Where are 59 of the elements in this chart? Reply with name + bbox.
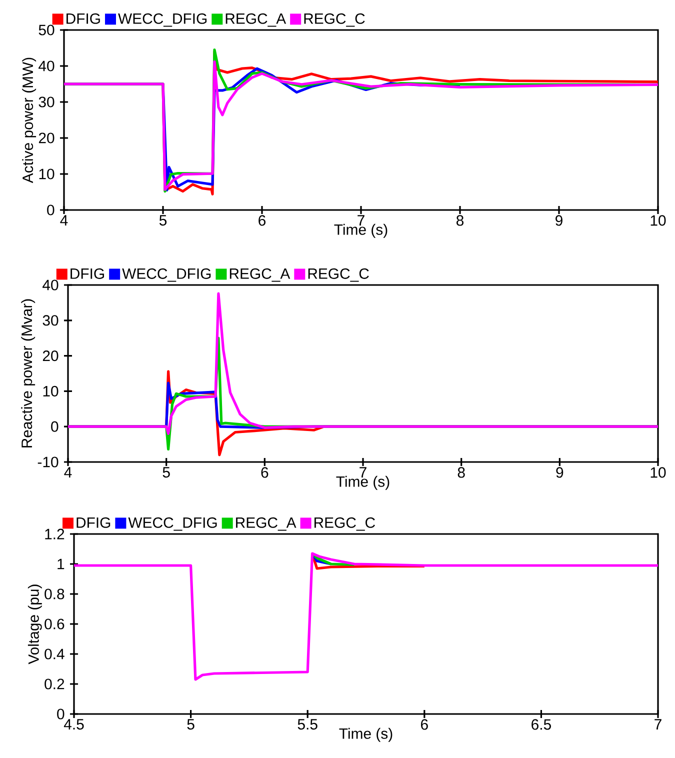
y-tick-label: 40 [42, 280, 58, 290]
x-tick-label: 7 [654, 719, 662, 730]
x-tick-label: 4 [64, 467, 72, 478]
y-tick-label: 40 [38, 60, 54, 72]
x-tick-label: 10 [650, 467, 666, 478]
y-tick-label: -10 [38, 456, 58, 468]
legend-label: REGC_A [236, 517, 296, 531]
y-tick-label: 0 [51, 421, 58, 432]
x-tick-label: 4 [60, 215, 68, 226]
y-tick-label: 50 [38, 24, 54, 36]
line-series [74, 552, 658, 681]
x-tick-label: 8 [456, 215, 464, 226]
y-tick-label: 10 [39, 168, 54, 180]
legend-label: REGC_C [314, 517, 375, 531]
legend-label: WECC_DFIG [122, 268, 211, 282]
x-axis-title: Time (s) [339, 728, 392, 742]
legend-label: DFIG [66, 13, 100, 24]
x-axis-title: Time (s) [334, 224, 388, 238]
x-tick-label: 5 [162, 467, 170, 478]
y-axis-title: Reactive power (Mvar) [21, 299, 36, 448]
x-tick-label: 9 [556, 467, 564, 478]
x-tick-label: 10 [650, 215, 666, 226]
legend-label: WECC_DFIG [128, 517, 217, 531]
legend-label: REGC_A [230, 268, 290, 282]
y-tick-label: 30 [42, 315, 58, 326]
x-tick-label: 5 [187, 719, 194, 730]
legend-label: REGC_A [226, 13, 286, 27]
x-tick-label: 6 [258, 215, 266, 226]
legend-label: DFIG [76, 517, 110, 528]
x-tick-label: 9 [556, 215, 562, 226]
x-tick-label: 6 [421, 719, 428, 730]
legend-label: REGC_C [308, 268, 369, 282]
y-tick-label: 0 [57, 708, 64, 720]
y-tick-label: 0.4 [44, 648, 64, 660]
x-tick-label: 6.5 [532, 719, 551, 730]
y-tick-label: 0 [47, 204, 54, 216]
x-tick-label: 6 [261, 467, 268, 478]
x-tick-label: 5.5 [298, 719, 318, 730]
y-tick-label: 1 [58, 558, 64, 570]
x-tick-label: 8 [458, 467, 465, 478]
x-tick-label: 5 [159, 215, 167, 226]
y-tick-label: 1.2 [45, 528, 64, 540]
y-tick-label: 20 [42, 350, 58, 362]
y-tick-label: 0.6 [44, 618, 64, 630]
legend-label: WECC_DFIG [118, 13, 207, 27]
y-tick-label: 0.2 [44, 678, 64, 690]
legend-label: DFIG [70, 268, 104, 279]
legend-label: REGC_C [304, 13, 365, 27]
y-axis-title: Voltage (pu) [28, 584, 42, 664]
x-tick-label: 7 [358, 215, 364, 226]
line-series [68, 292, 658, 435]
y-tick-label: 0.8 [44, 588, 64, 600]
y-tick-label: 20 [38, 132, 54, 144]
x-tick-label: 4.5 [64, 719, 84, 730]
y-tick-label: 10 [43, 386, 58, 396]
y-tick-label: 30 [38, 96, 54, 108]
y-axis-title: Active power (MW) [22, 58, 36, 184]
x-tick-label: 7 [360, 467, 366, 478]
x-axis-title: Time (s) [336, 476, 390, 490]
